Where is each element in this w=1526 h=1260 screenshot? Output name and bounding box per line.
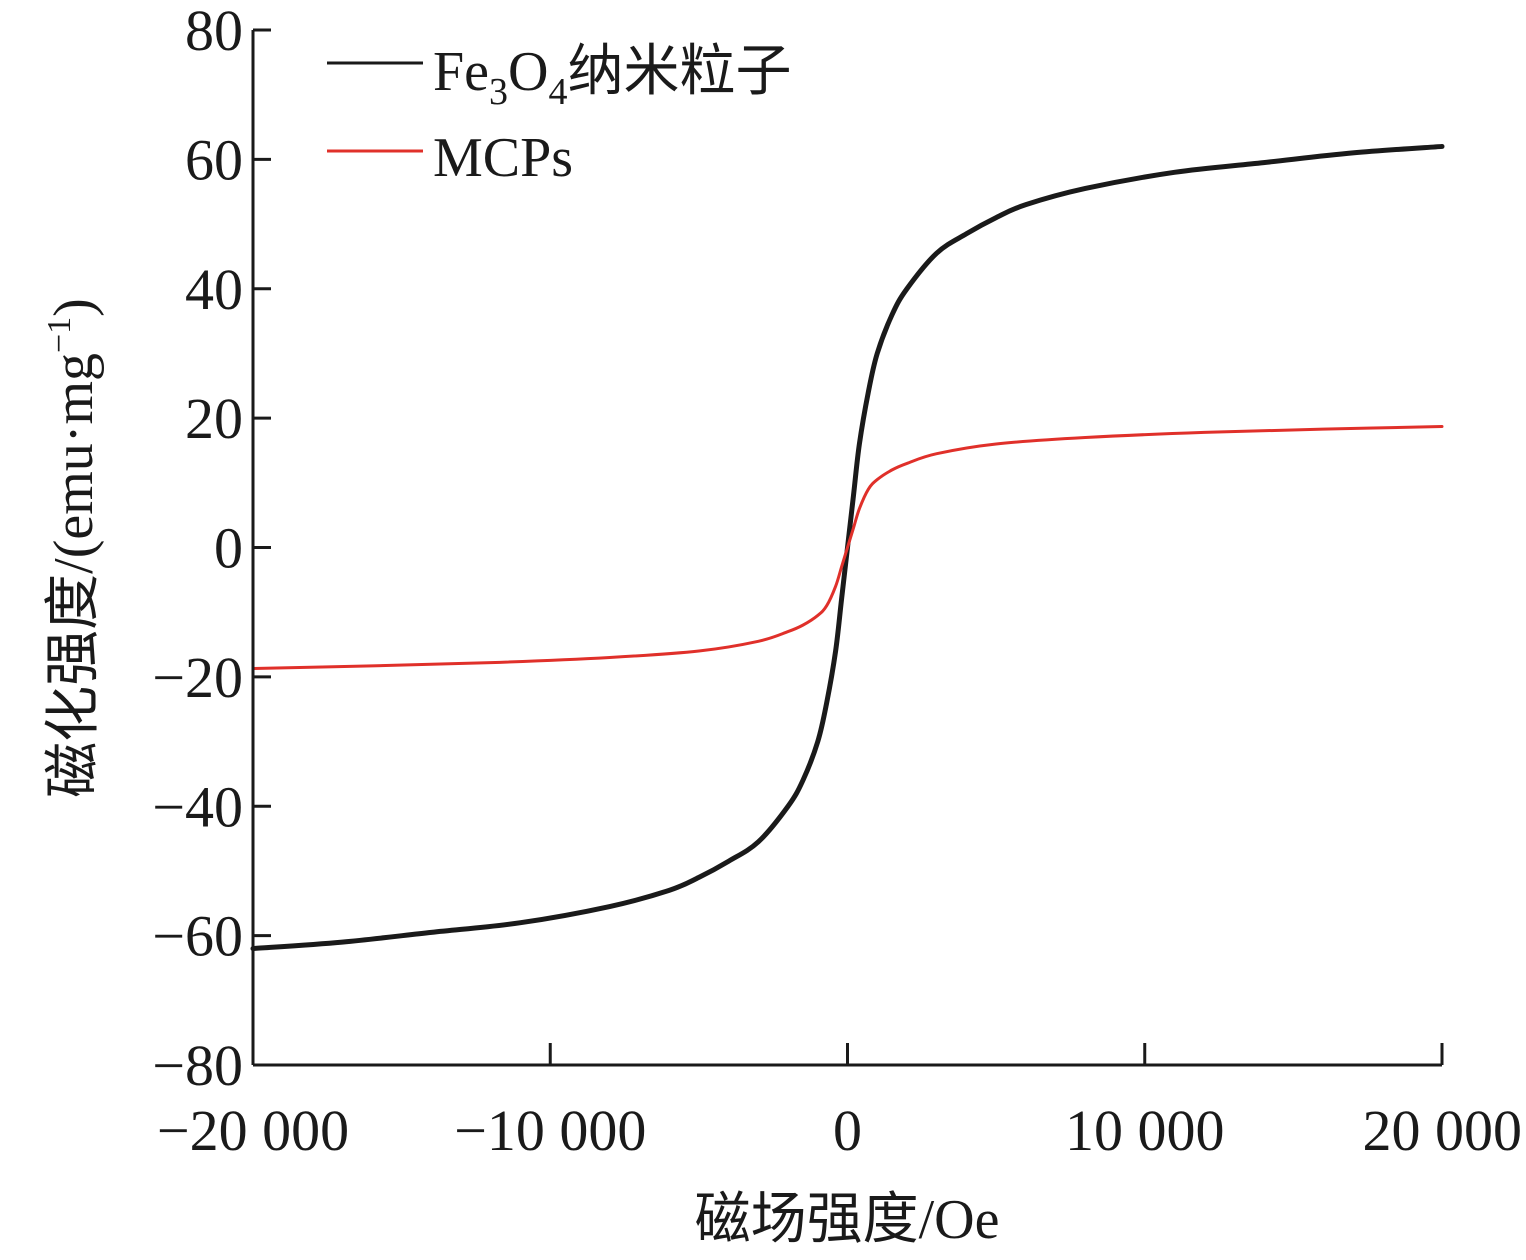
y-axis-label-close: ) — [43, 298, 105, 317]
legend-label-mcps: MCPs — [433, 127, 573, 189]
y-tick-label: −40 — [152, 774, 243, 839]
ticks — [251, 28, 1444, 1067]
y-axis-label-sup: −1 — [41, 317, 78, 353]
y-axis-label: 磁化强度/(emu·mg−1) — [41, 298, 105, 798]
y-tick-label: −20 — [152, 645, 243, 710]
x-tick-label: −10 000 — [454, 1098, 646, 1163]
legend: Fe3O4纳米粒子 MCPs — [327, 41, 791, 189]
legend-label-fe3o4: Fe3O4纳米粒子 — [433, 41, 791, 113]
tick-labels: −80 −60 −40 −20 0 20 40 60 80 −20 000 −10 000 0 10 0… — [152, 0, 1522, 1163]
y-tick-label: −60 — [152, 904, 243, 969]
y-tick-label: −80 — [152, 1033, 243, 1098]
plot-series — [250, 143, 1445, 952]
x-tick-label: 20 000 — [1363, 1098, 1523, 1163]
y-tick-label: 0 — [214, 516, 243, 581]
x-tick-label: 10 000 — [1065, 1098, 1225, 1163]
y-tick-label: 60 — [185, 127, 243, 192]
x-tick-label: 0 — [833, 1098, 862, 1163]
x-axis-label: 磁场强度/Oe — [695, 1189, 1000, 1251]
y-tick-label: 20 — [185, 386, 243, 451]
y-axis-label-main: 磁化强度/(emu·mg — [43, 353, 105, 798]
x-tick-label: −20 000 — [157, 1098, 349, 1163]
y-tick-label: 40 — [185, 257, 243, 322]
y-tick-label: 80 — [185, 0, 243, 63]
series-mcps-line — [251, 425, 1444, 670]
